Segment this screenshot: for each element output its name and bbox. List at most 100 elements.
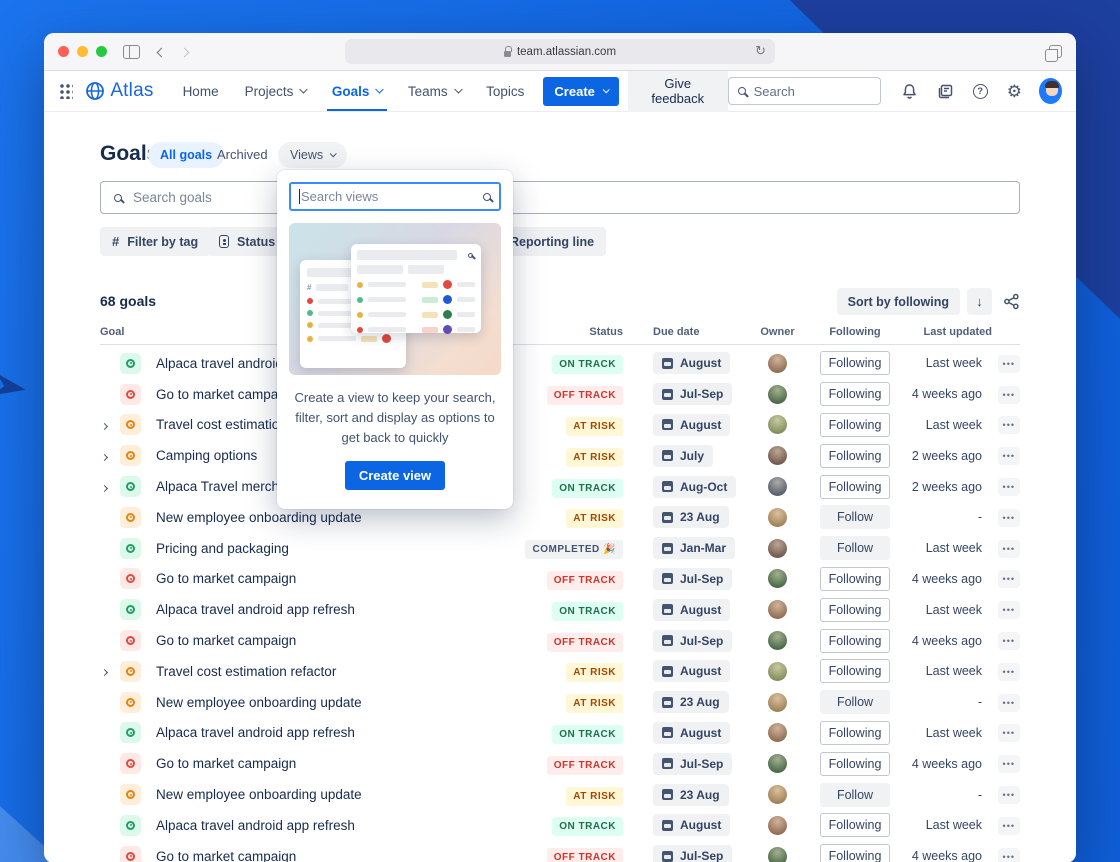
row-menu-button[interactable]: ••• [997, 508, 1020, 527]
nav-item-teams[interactable]: Teams [408, 71, 462, 111]
zoom-window-button[interactable] [96, 46, 107, 57]
row-menu-button[interactable]: ••• [997, 816, 1020, 835]
expand-chevron-icon[interactable] [100, 447, 109, 465]
reload-icon[interactable]: ↻ [755, 43, 766, 58]
switcher-cards-icon[interactable] [937, 83, 954, 100]
user-avatar[interactable] [1038, 78, 1062, 104]
goal-name-link[interactable]: Alpaca travel android app refresh [156, 725, 355, 741]
owner-avatar[interactable] [768, 785, 787, 805]
row-menu-button[interactable]: ••• [997, 539, 1020, 558]
row-menu-button[interactable]: ••• [997, 847, 1020, 862]
row-menu-button[interactable]: ••• [997, 786, 1020, 805]
address-bar[interactable]: team.atlassian.com ↻ [345, 39, 775, 64]
follow-button[interactable]: Follow [820, 782, 890, 807]
tab-archived[interactable]: Archived [217, 147, 268, 162]
follow-button[interactable]: Following [820, 751, 890, 776]
follow-button[interactable]: Following [820, 720, 890, 745]
table-row[interactable]: Alpaca travel android app refresh ON TRA… [100, 810, 1020, 841]
table-row[interactable]: Alpaca travel android app refresh ON TRA… [100, 594, 1020, 625]
filter-chip-filter-by-tag[interactable]: # Filter by tag [100, 227, 211, 256]
row-menu-button[interactable]: ••• [997, 478, 1020, 497]
nav-item-projects[interactable]: Projects [245, 71, 308, 111]
expand-chevron-icon[interactable] [100, 662, 109, 680]
goal-name-link[interactable]: New employee onboarding update [156, 509, 362, 525]
settings-gear-icon[interactable]: ⚙ [1006, 81, 1022, 101]
owner-avatar[interactable] [768, 754, 787, 774]
row-menu-button[interactable]: ••• [997, 693, 1020, 712]
follow-button[interactable]: Following [820, 443, 890, 468]
row-menu-button[interactable]: ••• [997, 354, 1020, 373]
row-menu-button[interactable]: ••• [997, 755, 1020, 774]
filter-chip-status[interactable]: Status [207, 227, 288, 256]
follow-button[interactable]: Following [820, 351, 890, 376]
owner-avatar[interactable] [768, 846, 787, 862]
tab-all-goals[interactable]: All goals [148, 142, 225, 168]
goal-name-link[interactable]: Alpaca travel android app refresh [156, 817, 355, 833]
create-button[interactable]: Create [543, 76, 619, 106]
owner-avatar[interactable] [768, 353, 787, 373]
close-window-button[interactable] [58, 46, 69, 57]
create-view-button[interactable]: Create view [344, 461, 446, 491]
table-row[interactable]: Alpaca Travel merchandise ON TRACK Aug-O… [100, 471, 1020, 502]
row-menu-button[interactable]: ••• [997, 601, 1020, 620]
owner-avatar[interactable] [768, 384, 787, 404]
row-menu-button[interactable]: ••• [997, 570, 1020, 589]
table-row[interactable]: Alpaca travel android app refresh ON TRA… [100, 348, 1020, 379]
nav-item-topics[interactable]: Topics [486, 83, 525, 99]
owner-avatar[interactable] [768, 692, 787, 712]
table-row[interactable]: Pricing and packaging COMPLETED 🎉 Jan-Ma… [100, 533, 1020, 564]
share-icon[interactable] [1003, 293, 1020, 310]
nav-item-home[interactable]: Home [182, 83, 219, 99]
filter-chip-reporting-line[interactable]: Reporting line [498, 227, 607, 256]
table-row[interactable]: New employee onboarding update AT RISK 2… [100, 502, 1020, 533]
row-menu-button[interactable]: ••• [997, 416, 1020, 435]
goal-name-link[interactable]: Pricing and packaging [156, 540, 289, 556]
search-views-input[interactable]: Search views [289, 182, 501, 211]
global-search-input[interactable]: Search [727, 77, 881, 105]
owner-avatar[interactable] [768, 507, 787, 527]
row-menu-button[interactable]: ••• [997, 662, 1020, 681]
goal-name-link[interactable]: Go to market campaign [156, 571, 297, 587]
table-row[interactable]: Go to market campaign OFF TRACK Jul-Sep … [100, 379, 1020, 410]
table-row[interactable]: Camping options AT RISK July Following 2… [100, 440, 1020, 471]
follow-button[interactable]: Follow [820, 536, 890, 561]
follow-button[interactable]: Follow [820, 690, 890, 715]
table-row[interactable]: Go to market campaign OFF TRACK Jul-Sep … [100, 625, 1020, 656]
owner-avatar[interactable] [768, 815, 787, 835]
goal-name-link[interactable]: Travel cost estimation refactor [156, 663, 337, 679]
goal-name-link[interactable]: Go to market campaign [156, 756, 297, 772]
row-menu-button[interactable]: ••• [997, 385, 1020, 404]
row-menu-button[interactable]: ••• [997, 447, 1020, 466]
owner-avatar[interactable] [768, 477, 787, 497]
table-row[interactable]: Go to market campaign OFF TRACK Jul-Sep … [100, 748, 1020, 779]
table-row[interactable]: New employee onboarding update AT RISK 2… [100, 779, 1020, 810]
follow-button[interactable]: Following [820, 412, 890, 437]
traffic-lights[interactable] [58, 46, 107, 57]
owner-avatar[interactable] [768, 723, 787, 743]
goal-name-link[interactable]: Go to market campaign [156, 848, 297, 862]
help-icon[interactable]: ? [972, 83, 988, 99]
goal-name-link[interactable]: Go to market campaign [156, 386, 297, 402]
table-row[interactable]: Travel cost estimation refactor AT RISK … [100, 410, 1020, 441]
atlas-logo[interactable]: Atlas [85, 80, 153, 102]
follow-button[interactable]: Follow [820, 505, 890, 530]
notifications-bell-icon[interactable] [901, 83, 918, 100]
owner-avatar[interactable] [768, 446, 787, 466]
browser-back-button[interactable] [156, 43, 167, 61]
sort-by-following-button[interactable]: Sort by following [836, 288, 960, 315]
goal-name-link[interactable]: Alpaca travel android app refresh [156, 602, 355, 618]
follow-button[interactable]: Following [820, 844, 890, 862]
follow-button[interactable]: Following [820, 813, 890, 838]
owner-avatar[interactable] [768, 600, 787, 620]
goal-name-link[interactable]: Go to market campaign [156, 633, 297, 649]
follow-button[interactable]: Following [820, 382, 890, 407]
browser-forward-button[interactable] [179, 43, 190, 61]
owner-avatar[interactable] [768, 631, 787, 651]
row-menu-button[interactable]: ••• [997, 632, 1020, 651]
owner-avatar[interactable] [768, 538, 787, 558]
goal-name-link[interactable]: Camping options [156, 448, 258, 464]
table-row[interactable]: New employee onboarding update AT RISK 2… [100, 687, 1020, 718]
table-row[interactable]: Alpaca travel android app refresh ON TRA… [100, 718, 1020, 749]
follow-button[interactable]: Following [820, 659, 890, 684]
sort-direction-button[interactable]: ↓ [967, 288, 992, 315]
